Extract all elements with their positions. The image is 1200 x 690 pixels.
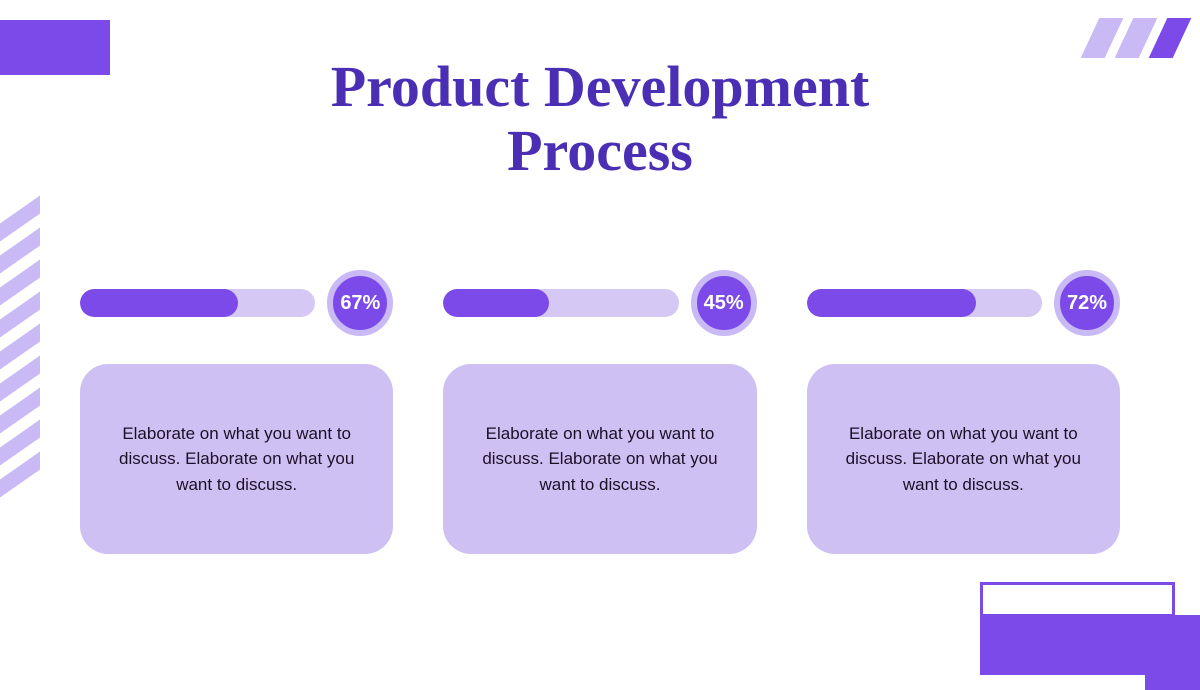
decoration-bottomright-rect bbox=[980, 615, 1145, 675]
progress-track bbox=[443, 289, 678, 317]
card-text: Elaborate on what you want to discuss. E… bbox=[108, 421, 365, 498]
progress-row: 45% bbox=[443, 270, 756, 336]
card-text: Elaborate on what you want to discuss. E… bbox=[835, 421, 1092, 498]
progress-row: 72% bbox=[807, 270, 1120, 336]
info-card: Elaborate on what you want to discuss. E… bbox=[80, 364, 393, 554]
percent-badge: 72% bbox=[1054, 270, 1120, 336]
decoration-bottomright-line bbox=[1145, 615, 1200, 690]
progress-track bbox=[80, 289, 315, 317]
stripe-icon bbox=[0, 451, 40, 518]
column-1: 67% Elaborate on what you want to discus… bbox=[80, 270, 393, 554]
percent-badge: 45% bbox=[691, 270, 757, 336]
progress-fill bbox=[443, 289, 549, 317]
decoration-bottomright-outline bbox=[980, 582, 1175, 617]
info-card: Elaborate on what you want to discuss. E… bbox=[443, 364, 756, 554]
page-title: Product DevelopmentProcess bbox=[0, 55, 1200, 183]
columns-container: 67% Elaborate on what you want to discus… bbox=[80, 270, 1120, 554]
slash-icon bbox=[1149, 18, 1192, 58]
decoration-topright-slashes bbox=[1090, 18, 1182, 58]
card-text: Elaborate on what you want to discuss. E… bbox=[471, 421, 728, 498]
column-3: 72% Elaborate on what you want to discus… bbox=[807, 270, 1120, 554]
decoration-left-stripes bbox=[0, 220, 30, 590]
column-2: 45% Elaborate on what you want to discus… bbox=[443, 270, 756, 554]
progress-fill bbox=[807, 289, 976, 317]
progress-track bbox=[807, 289, 1042, 317]
progress-row: 67% bbox=[80, 270, 393, 336]
info-card: Elaborate on what you want to discuss. E… bbox=[807, 364, 1120, 554]
progress-fill bbox=[80, 289, 238, 317]
percent-badge: 67% bbox=[327, 270, 393, 336]
